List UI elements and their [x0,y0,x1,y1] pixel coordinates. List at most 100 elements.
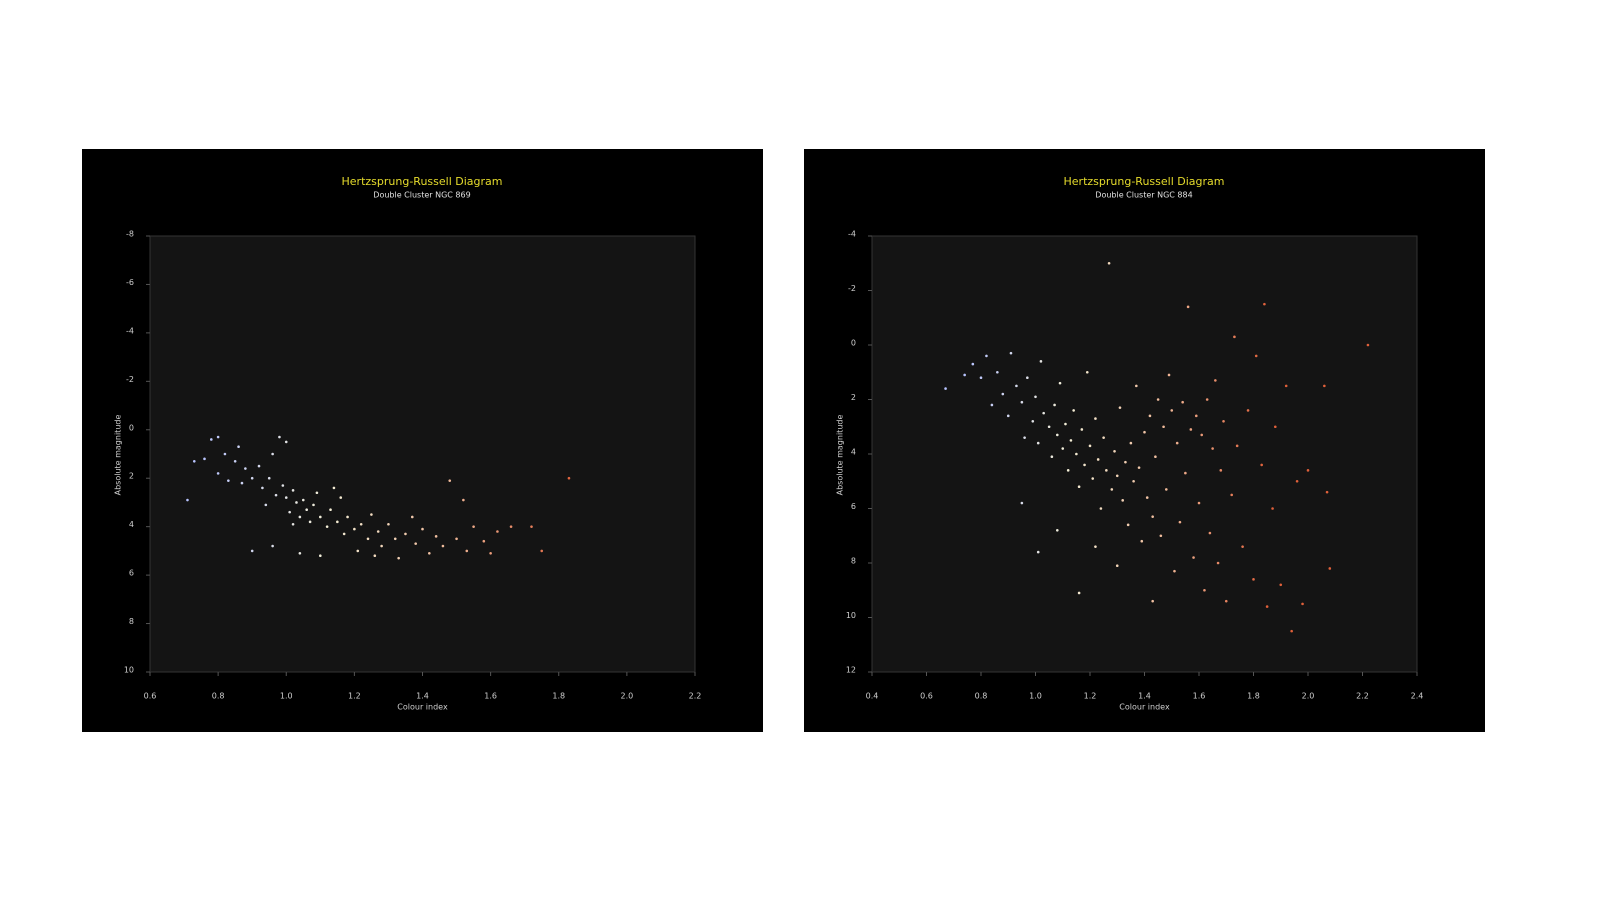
star-point [342,532,346,536]
star-point [1197,501,1201,505]
star-point [298,515,302,519]
y-tick-label: 4 [129,520,134,529]
star-point [1295,479,1299,483]
star-point [462,498,465,502]
star-point [1132,479,1135,483]
chart-panel: Hertzsprung-Russell Diagram Double Cluste… [804,149,1485,732]
x-tick-label: 0.8 [212,692,225,701]
x-tick-label: 0.8 [975,692,988,701]
star-point [1230,493,1233,497]
star-point [1186,305,1190,309]
y-tick-label: -2 [126,375,134,384]
y-tick-label: 10 [124,666,134,675]
star-point [1200,433,1204,437]
star-point [1023,436,1026,439]
star-point [1208,531,1212,535]
y-tick-label: 0 [851,339,856,348]
star-point [1254,354,1258,358]
star-point [1085,370,1089,374]
star-point [240,481,244,485]
y-axis-label: Absolute magnitude [836,415,845,496]
star-point [1148,414,1152,418]
star-point [1211,447,1214,450]
star-point [216,472,220,475]
star-point [414,542,417,545]
star-point [397,556,400,560]
star-point [223,452,227,456]
star-point [434,535,438,538]
x-tick-label: 0.4 [866,692,879,701]
star-point [1099,507,1103,510]
star-point [186,498,189,502]
star-point [1124,460,1127,464]
star-point [332,486,336,490]
star-point [1235,444,1239,448]
star-point [267,476,271,480]
star-point [1053,403,1056,407]
star-point [540,549,544,553]
star-point [1126,523,1130,527]
star-point [1058,381,1062,385]
x-tick-label: 1.0 [1029,692,1042,701]
star-point [944,387,947,390]
star-point [1178,520,1182,524]
star-point [509,525,513,528]
star-point [1069,439,1073,442]
star-point [393,537,397,541]
x-tick-label: 2.0 [1302,692,1315,701]
star-point [1118,406,1122,409]
star-point [410,515,414,519]
star-point [1031,420,1035,423]
star-point [1265,605,1269,608]
star-point [448,479,452,482]
y-tick-label: 6 [851,502,856,511]
star-point [1102,436,1105,439]
star-point [315,491,319,495]
star-point [288,510,291,514]
star-point [301,498,305,502]
star-point [1156,398,1160,401]
star-point [284,496,288,499]
star-point [428,552,431,555]
x-tick-label: 1.2 [348,692,361,701]
x-tick-label: 2.4 [1411,692,1424,701]
star-point [233,459,237,463]
star-point [1105,469,1108,472]
star-point [1279,583,1283,587]
star-point [305,508,308,512]
star-point [359,522,363,526]
star-point [496,530,499,533]
x-tick-label: 1.4 [416,692,429,701]
chart-title: Hertzsprung-Russell Diagram [342,175,503,188]
star-point [325,525,329,528]
y-tick-label: -2 [848,284,856,293]
x-tick-label: 1.8 [1247,692,1260,701]
star-point [1047,425,1051,429]
star-point [1129,441,1133,445]
star-point [971,362,975,366]
star-point [1042,411,1045,415]
star-point [1306,469,1310,472]
star-point [291,489,295,492]
star-point [1039,360,1043,363]
y-tick-label: -4 [848,230,856,239]
star-point [1366,343,1370,347]
star-point [1192,556,1195,559]
star-point [1143,430,1146,434]
star-point [1284,384,1288,388]
star-point [1194,414,1198,418]
star-point [210,438,213,441]
x-tick-label: 1.6 [484,692,497,701]
star-point [250,549,254,553]
star-point [1233,335,1236,339]
star-point [1175,441,1179,445]
star-point [1050,455,1054,459]
star-point [1094,417,1097,420]
star-point [530,525,533,528]
star-point [380,544,383,548]
x-tick-label: 1.6 [1193,692,1206,701]
star-point [441,544,445,548]
star-point [1145,496,1149,499]
y-axis-label: Absolute magnitude [114,415,123,496]
star-point [1137,466,1141,469]
